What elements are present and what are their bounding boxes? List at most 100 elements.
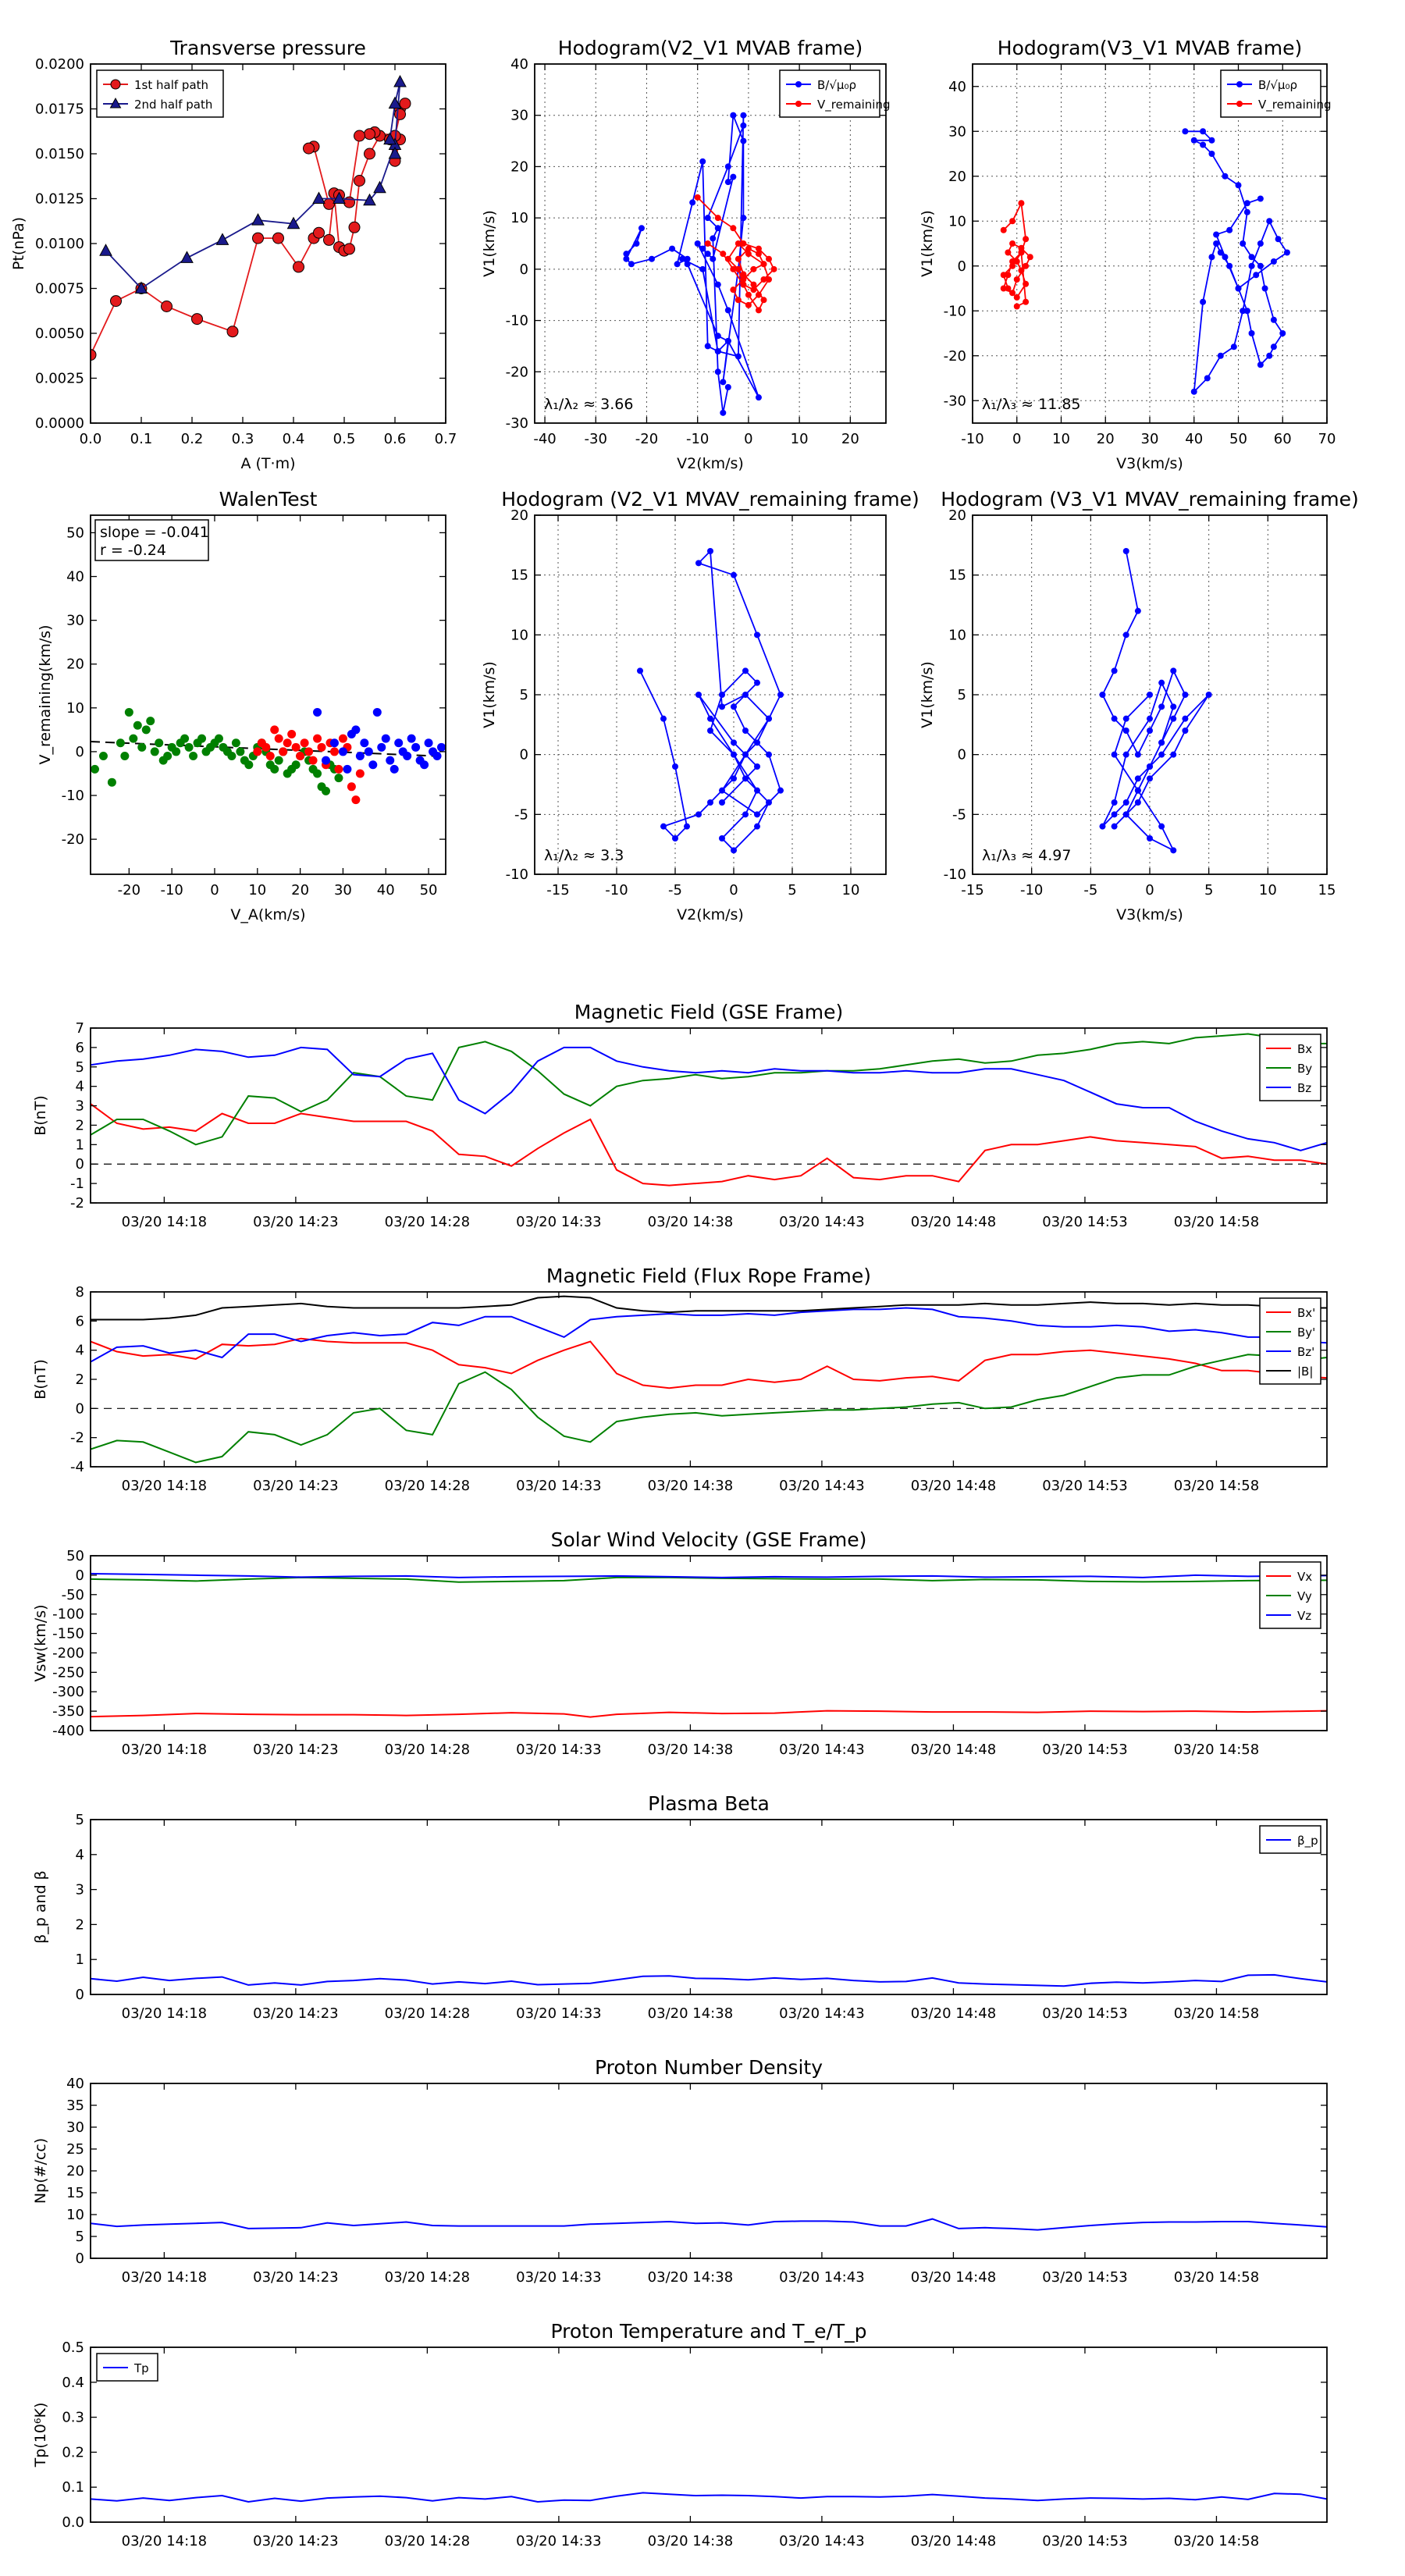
data-point — [1200, 298, 1207, 305]
legend-marker — [795, 81, 802, 87]
data-point — [1243, 308, 1250, 315]
data-point — [742, 751, 749, 758]
legend-label: Tp — [133, 2361, 149, 2375]
x-tick-label: 03/20 14:38 — [648, 1478, 733, 1494]
legend-label: Vz — [1297, 1609, 1311, 1623]
series-layer — [623, 112, 777, 416]
data-point — [1235, 285, 1242, 292]
x-tick-label: 03/20 14:53 — [1042, 2005, 1127, 2022]
y-tick-label: -50 — [62, 1587, 84, 1603]
data-point — [351, 725, 361, 735]
data-point — [354, 130, 365, 142]
data-point — [754, 787, 760, 794]
series-layer — [91, 707, 446, 805]
y-tick-label: 50 — [66, 525, 84, 541]
series-layer — [91, 1295, 1327, 1464]
chart-panel-8: Solar Wind Velocity (GSE Frame) 03/20 14:… — [32, 1528, 1328, 1758]
data-point — [731, 703, 737, 710]
y-tick-label: 40 — [66, 569, 84, 585]
data-point — [1000, 272, 1007, 279]
data-point — [1111, 715, 1118, 722]
x-tick-label: 30 — [1141, 431, 1159, 447]
data-point — [303, 142, 315, 155]
data-point — [394, 108, 406, 120]
axes-frame — [90, 514, 446, 875]
data-point — [372, 707, 382, 717]
data-point — [323, 233, 335, 246]
data-point — [1111, 751, 1118, 758]
y-axis-label: B(nT) — [32, 1359, 49, 1400]
y-axis-label: V1(km/s) — [481, 210, 498, 277]
data-point — [98, 752, 108, 761]
data-point — [1018, 244, 1025, 251]
data-point — [1213, 231, 1220, 238]
legend-marker — [1236, 101, 1243, 107]
x-tick-label: 03/20 14:58 — [1174, 1214, 1259, 1230]
y-tick-label: 8 — [76, 1284, 84, 1300]
y-tick-label: 0.0075 — [35, 281, 84, 297]
data-point — [745, 245, 752, 252]
x-tick-label: 03/20 14:28 — [385, 2533, 470, 2549]
y-axis-label: V1(km/s) — [481, 661, 498, 728]
chart-panel-3: WalenTest -20 -10 0 10 20 30 40 50 -20 -10 0 10 20 30 4… — [37, 488, 446, 923]
legend-label: β_p — [1297, 1834, 1318, 1848]
x-tick-label: 0 — [729, 882, 738, 898]
x-tick-label: 03/20 14:58 — [1174, 1742, 1259, 1758]
y-tick-label: 10 — [948, 213, 966, 229]
x-tick-label: 03/20 14:58 — [1174, 2269, 1259, 2286]
data-point — [180, 734, 190, 743]
data-point — [163, 752, 173, 761]
x-tick-label: 03/20 14:43 — [779, 1478, 864, 1494]
x-tick-label: 03/20 14:53 — [1042, 2533, 1127, 2549]
data-point — [322, 756, 331, 765]
data-point — [253, 747, 262, 756]
data-point — [338, 734, 347, 743]
data-point — [704, 343, 711, 350]
data-point — [150, 747, 159, 756]
series-line — [91, 1337, 1327, 1389]
data-point — [750, 265, 757, 272]
y-tick-label: -10 — [506, 313, 528, 329]
y-tick-label: 5 — [76, 2229, 84, 2245]
y-tick-label: -20 — [62, 831, 84, 848]
data-point — [197, 734, 207, 743]
data-point — [1205, 692, 1212, 698]
x-tick-label: 03/20 14:33 — [516, 2533, 601, 2549]
y-tick-label: 0.4 — [62, 2375, 84, 2391]
data-point — [770, 265, 777, 272]
x-tick-label: -10 — [961, 431, 984, 447]
x-tick-label: 60 — [1274, 431, 1292, 447]
data-point — [684, 255, 691, 262]
data-point — [730, 173, 737, 180]
legend-marker — [795, 101, 802, 107]
data-point — [1190, 137, 1197, 144]
data-point — [720, 379, 727, 386]
data-point — [719, 799, 725, 806]
data-point — [1248, 254, 1255, 261]
y-tick-label: 20 — [66, 2163, 84, 2179]
legend-label: Bz' — [1297, 1345, 1314, 1359]
data-point — [389, 764, 399, 774]
y-tick-label: 0 — [520, 262, 528, 278]
data-point — [754, 632, 760, 639]
data-point — [134, 281, 148, 294]
data-point — [1122, 751, 1129, 758]
data-point — [1122, 728, 1129, 734]
y-tick-label: 10 — [66, 700, 84, 717]
data-point — [226, 326, 239, 338]
data-point — [388, 96, 402, 109]
legend-label: By' — [1297, 1325, 1315, 1340]
legend-box — [96, 69, 224, 118]
x-tick-label: 5 — [788, 882, 796, 898]
data-point — [745, 301, 752, 308]
series-line — [91, 1103, 1327, 1187]
data-point — [215, 233, 229, 245]
x-tick-label: -10 — [160, 882, 183, 898]
data-point — [674, 261, 681, 268]
data-point — [383, 132, 397, 145]
data-point — [411, 742, 421, 752]
data-point — [354, 175, 365, 187]
data-point — [99, 244, 112, 256]
data-point — [1226, 226, 1233, 233]
x-tick-label: 10 — [1052, 431, 1070, 447]
